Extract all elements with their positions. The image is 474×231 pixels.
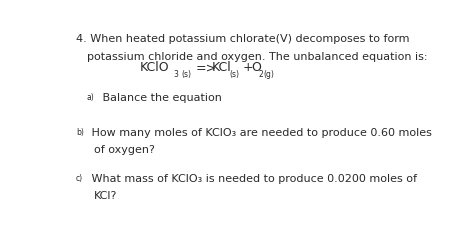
Text: KCl?: KCl? (94, 191, 118, 201)
Text: (g): (g) (264, 70, 274, 79)
Text: a): a) (87, 93, 94, 102)
Text: (s): (s) (181, 70, 191, 79)
Text: 4. When heated potassium chlorate(V) decomposes to form: 4. When heated potassium chlorate(V) dec… (76, 34, 409, 44)
Text: =>: => (195, 61, 216, 74)
Text: What mass of KClO₃ is needed to produce 0.0200 moles of: What mass of KClO₃ is needed to produce … (88, 174, 417, 185)
Text: b): b) (76, 128, 83, 137)
Text: (s): (s) (230, 70, 240, 79)
Text: How many moles of KClO₃ are needed to produce 0.60 moles: How many moles of KClO₃ are needed to pr… (88, 128, 431, 138)
Text: 2: 2 (259, 70, 264, 79)
Text: KClO: KClO (140, 61, 170, 74)
Text: of oxygen?: of oxygen? (94, 145, 155, 155)
Text: O: O (251, 61, 261, 74)
Text: +: + (243, 61, 254, 74)
Text: 3: 3 (174, 70, 179, 79)
Text: c): c) (76, 174, 83, 183)
Text: KCl: KCl (212, 61, 231, 74)
Text: potassium chloride and oxygen. The unbalanced equation is:: potassium chloride and oxygen. The unbal… (87, 52, 427, 62)
Text: Balance the equation: Balance the equation (99, 93, 221, 103)
